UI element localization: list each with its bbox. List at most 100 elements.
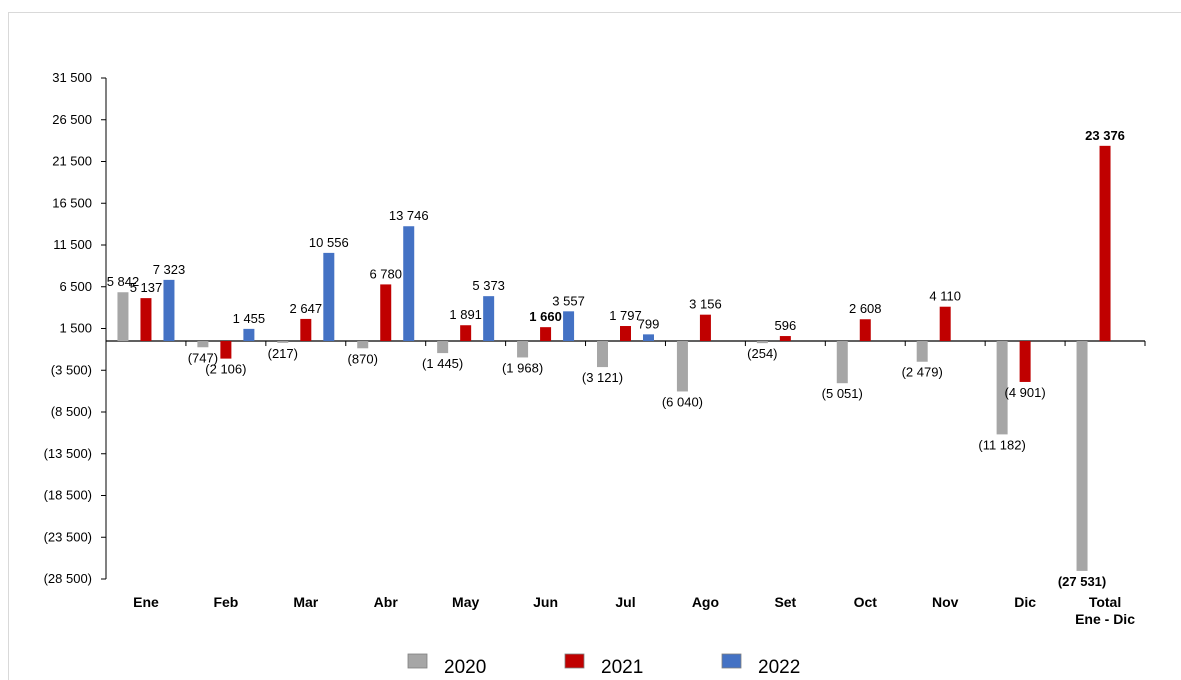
legend-swatch-2020 [407, 653, 428, 669]
data-label-2021-10: 2 608 [849, 301, 882, 316]
data-label-2020-10: (5 051) [822, 386, 863, 401]
y-tick-label: (3 500) [51, 362, 92, 377]
x-category-label: Dic [1014, 594, 1036, 610]
bar-2021-10 [859, 319, 871, 342]
data-label-2022-5: 5 373 [472, 278, 505, 293]
x-category-label-line: Jun [533, 594, 558, 610]
x-category-label-line: Mar [293, 594, 318, 610]
data-label-2021-7: 1 797 [609, 308, 642, 323]
data-label-2021-3: 2 647 [290, 301, 323, 316]
x-category-label: Oct [854, 594, 878, 610]
data-label-2020-5: (1 445) [422, 356, 463, 371]
x-category-label-line: Jul [615, 594, 635, 610]
bar-2022-3 [323, 252, 335, 342]
legend: 2020 2021 2022 [407, 653, 800, 678]
data-label-2021-12: (4 901) [1005, 385, 1046, 400]
x-category-label-line: May [452, 594, 479, 610]
bar-2020-12 [996, 341, 1008, 435]
y-tick-label: (18 500) [44, 488, 92, 503]
bar-2022-5 [483, 296, 495, 342]
data-label-2021-11: 4 110 [929, 289, 961, 304]
y-tick-label: 6 500 [59, 279, 92, 294]
y-tick-label: 26 500 [52, 112, 92, 127]
x-category-label: Jun [533, 594, 558, 610]
bar-2021-4 [380, 284, 392, 342]
data-label-2022-7: 799 [638, 316, 660, 331]
y-tick-label: (13 500) [44, 446, 92, 461]
y-tick-label: 1 500 [59, 321, 92, 336]
data-label-2021-13: 23 376 [1085, 128, 1125, 143]
legend-label-2021: 2021 [601, 657, 643, 678]
data-label-2022-1: 7 323 [153, 262, 186, 277]
legend-swatch-2021 [564, 653, 585, 669]
bar-2020-7 [597, 341, 608, 368]
bar-2020-4 [357, 341, 369, 349]
data-label-2020-13: (27 531) [1058, 574, 1106, 589]
data-label-2021-6: 1 660 [529, 309, 562, 324]
data-label-2020-1: 5 842 [107, 274, 140, 289]
x-category-label-line: Ene [133, 594, 159, 610]
x-category-label: Nov [932, 594, 959, 610]
x-category-label: Jul [615, 594, 635, 610]
bar-2021-3 [300, 318, 312, 342]
bar-2020-11 [916, 341, 928, 362]
x-category-label: Total Ene - Dic [1075, 594, 1135, 627]
bar-2022-2 [243, 328, 255, 342]
bar-2021-6 [540, 327, 552, 342]
y-tick-label: 16 500 [52, 195, 92, 210]
data-label-2020-4: (870) [348, 351, 378, 366]
x-category-label-line: Ene - Dic [1075, 611, 1135, 627]
data-labels: 5 842 (747) (217) (870) (1 445) (1 968) (3 121… [107, 128, 1125, 589]
bars [117, 145, 1111, 571]
bar-2022-7 [643, 334, 654, 342]
x-category-label-line: Oct [854, 594, 878, 610]
bar-2020-1 [117, 292, 129, 342]
bar-2021-13 [1099, 145, 1111, 342]
data-label-2020-8: (6 040) [662, 394, 703, 409]
bar-2020-10 [836, 341, 848, 384]
data-label-2020-6: (1 968) [502, 360, 543, 375]
data-label-2020-11: (2 479) [902, 365, 943, 380]
x-category-label-line: Dic [1014, 594, 1036, 610]
data-label-2020-9: (254) [747, 346, 777, 361]
x-category-label: May [452, 594, 479, 610]
bar-2021-7 [620, 326, 631, 342]
x-category-label: Set [774, 594, 796, 610]
bar-2020-6 [517, 341, 529, 358]
bar-2020-9 [756, 341, 768, 344]
x-category-label-line: Nov [932, 594, 959, 610]
bar-2020-13 [1076, 341, 1088, 571]
bar-2020-5 [437, 341, 449, 354]
data-label-2020-7: (3 121) [582, 370, 623, 385]
bar-2021-1 [140, 298, 152, 342]
x-category-label-line: Set [774, 594, 796, 610]
data-label-2021-9: 596 [774, 318, 796, 333]
x-category-label: Feb [213, 594, 238, 610]
data-label-2022-4: 13 746 [389, 208, 429, 223]
x-category-label-line: Abr [374, 594, 399, 610]
data-label-2020-2: (747) [188, 350, 218, 365]
bar-2022-6 [563, 311, 575, 342]
data-label-2022-2: 1 455 [233, 311, 266, 326]
x-category-label-line: Ago [692, 594, 719, 610]
bar-2021-11 [939, 306, 951, 342]
data-label-2020-12: (11 182) [978, 437, 1025, 452]
bar-2021-12 [1019, 341, 1031, 382]
x-category-label-line: Total [1089, 594, 1121, 610]
legend-swatch-2022 [721, 653, 742, 669]
data-label-2021-8: 3 156 [689, 297, 722, 312]
data-label-2022-6: 3 557 [552, 293, 585, 308]
x-category-label: Mar [293, 594, 318, 610]
bar-2022-4 [403, 226, 415, 342]
chart-frame [8, 12, 1181, 680]
bar-2021-5 [460, 325, 472, 342]
data-label-2022-3: 10 556 [309, 235, 349, 250]
y-tick-label: 21 500 [52, 154, 92, 169]
bar-2021-9 [779, 336, 791, 342]
data-label-2021-5: 1 891 [449, 307, 482, 322]
bar-2021-2 [220, 341, 232, 359]
x-category-label: Ene [133, 594, 159, 610]
y-tick-label: (23 500) [44, 529, 92, 544]
bar-2020-2 [197, 341, 209, 348]
